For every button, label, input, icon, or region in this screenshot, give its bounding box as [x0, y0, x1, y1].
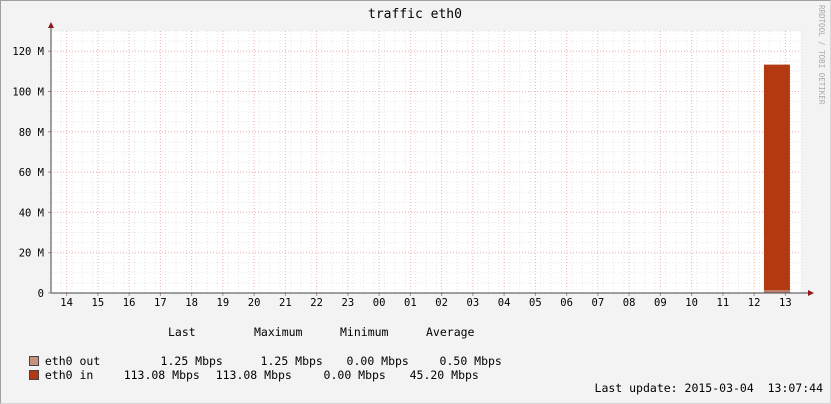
x-tick-label: 00	[373, 297, 386, 309]
x-tick-label: 22	[310, 297, 323, 309]
last-update: Last update: 2015-03-04 13:07:44	[594, 381, 823, 395]
x-tick-label: 17	[154, 297, 167, 309]
legend-header-minimum: Minimum	[340, 325, 389, 339]
y-axis-arrow	[48, 22, 54, 28]
traffic-chart: traffic eth0 RRDTOOL / TOBI OETIKER 0 20 …	[12, 5, 826, 309]
x-tick-label: 08	[623, 297, 636, 309]
x-tick-label: 06	[560, 297, 573, 309]
legend-max-value: 1.25 Mbps	[260, 354, 323, 368]
chart-title: traffic eth0	[368, 7, 462, 22]
x-tick-label: 01	[404, 297, 417, 309]
y-tick-label: 100 M	[12, 86, 44, 98]
legend-last-value: 1.25 Mbps	[160, 354, 223, 368]
x-tick-label: 02	[435, 297, 448, 309]
x-tick-label: 23	[342, 297, 355, 309]
x-tick-label: 12	[748, 297, 761, 309]
y-tick-label: 80 M	[19, 127, 44, 139]
legend-header-average: Average	[426, 325, 475, 339]
legend-swatch-out	[28, 356, 39, 366]
x-tick-label: 07	[592, 297, 605, 309]
x-axis-arrow	[808, 290, 814, 296]
y-tick-label: 60 M	[19, 167, 44, 179]
x-tick-label: 13	[779, 297, 792, 309]
x-tick-label: 10	[685, 297, 698, 309]
y-tick-label: 0	[38, 288, 44, 300]
x-tick-label: 15	[92, 297, 105, 309]
x-tick-label: 18	[185, 297, 198, 309]
x-tick-label: 04	[498, 297, 511, 309]
x-tick-label: 05	[529, 297, 542, 309]
legend-avg-value: 45.20 Mbps	[409, 368, 479, 382]
series-area-eth0-in	[763, 64, 790, 294]
legend-min-value: 0.00 Mbps	[346, 354, 409, 368]
x-tick-label: 09	[654, 297, 667, 309]
legend-min-value: 0.00 Mbps	[323, 368, 386, 382]
x-tick-label: 11	[717, 297, 730, 309]
legend-series-name: eth0 out	[44, 354, 101, 368]
x-tick-label: 20	[248, 297, 261, 309]
legend-avg-value: 0.50 Mbps	[439, 354, 502, 368]
legend-header-maximum: Maximum	[254, 325, 303, 339]
x-tick-label: 19	[217, 297, 230, 309]
y-tick-label: 120 M	[12, 46, 44, 58]
y-tick-label: 20 M	[19, 248, 44, 260]
legend-header-last: Last	[168, 325, 196, 339]
x-tick-label: 21	[279, 297, 292, 309]
legend-row-eth0-out: eth0 out 1.25 Mbps 1.25 Mbps 0.00 Mbps 0.50 …	[15, 340, 502, 368]
legend-last-value: 113.08 Mbps	[123, 368, 200, 382]
x-tick-label: 16	[123, 297, 136, 309]
y-tick-label: 40 M	[19, 207, 44, 219]
legend-row-eth0-in: eth0 in 113.08 Mbps 113.08 Mbps 0.00 Mbps 45…	[15, 354, 479, 382]
x-tick-label: 03	[467, 297, 480, 309]
x-tick-label: 14	[60, 297, 73, 309]
legend-swatch-in	[28, 370, 39, 380]
rrdtool-watermark: RRDTOOL / TOBI OETIKER	[817, 5, 826, 105]
legend-series-name: eth0 in	[44, 368, 94, 382]
legend-max-value: 113.08 Mbps	[215, 368, 292, 382]
